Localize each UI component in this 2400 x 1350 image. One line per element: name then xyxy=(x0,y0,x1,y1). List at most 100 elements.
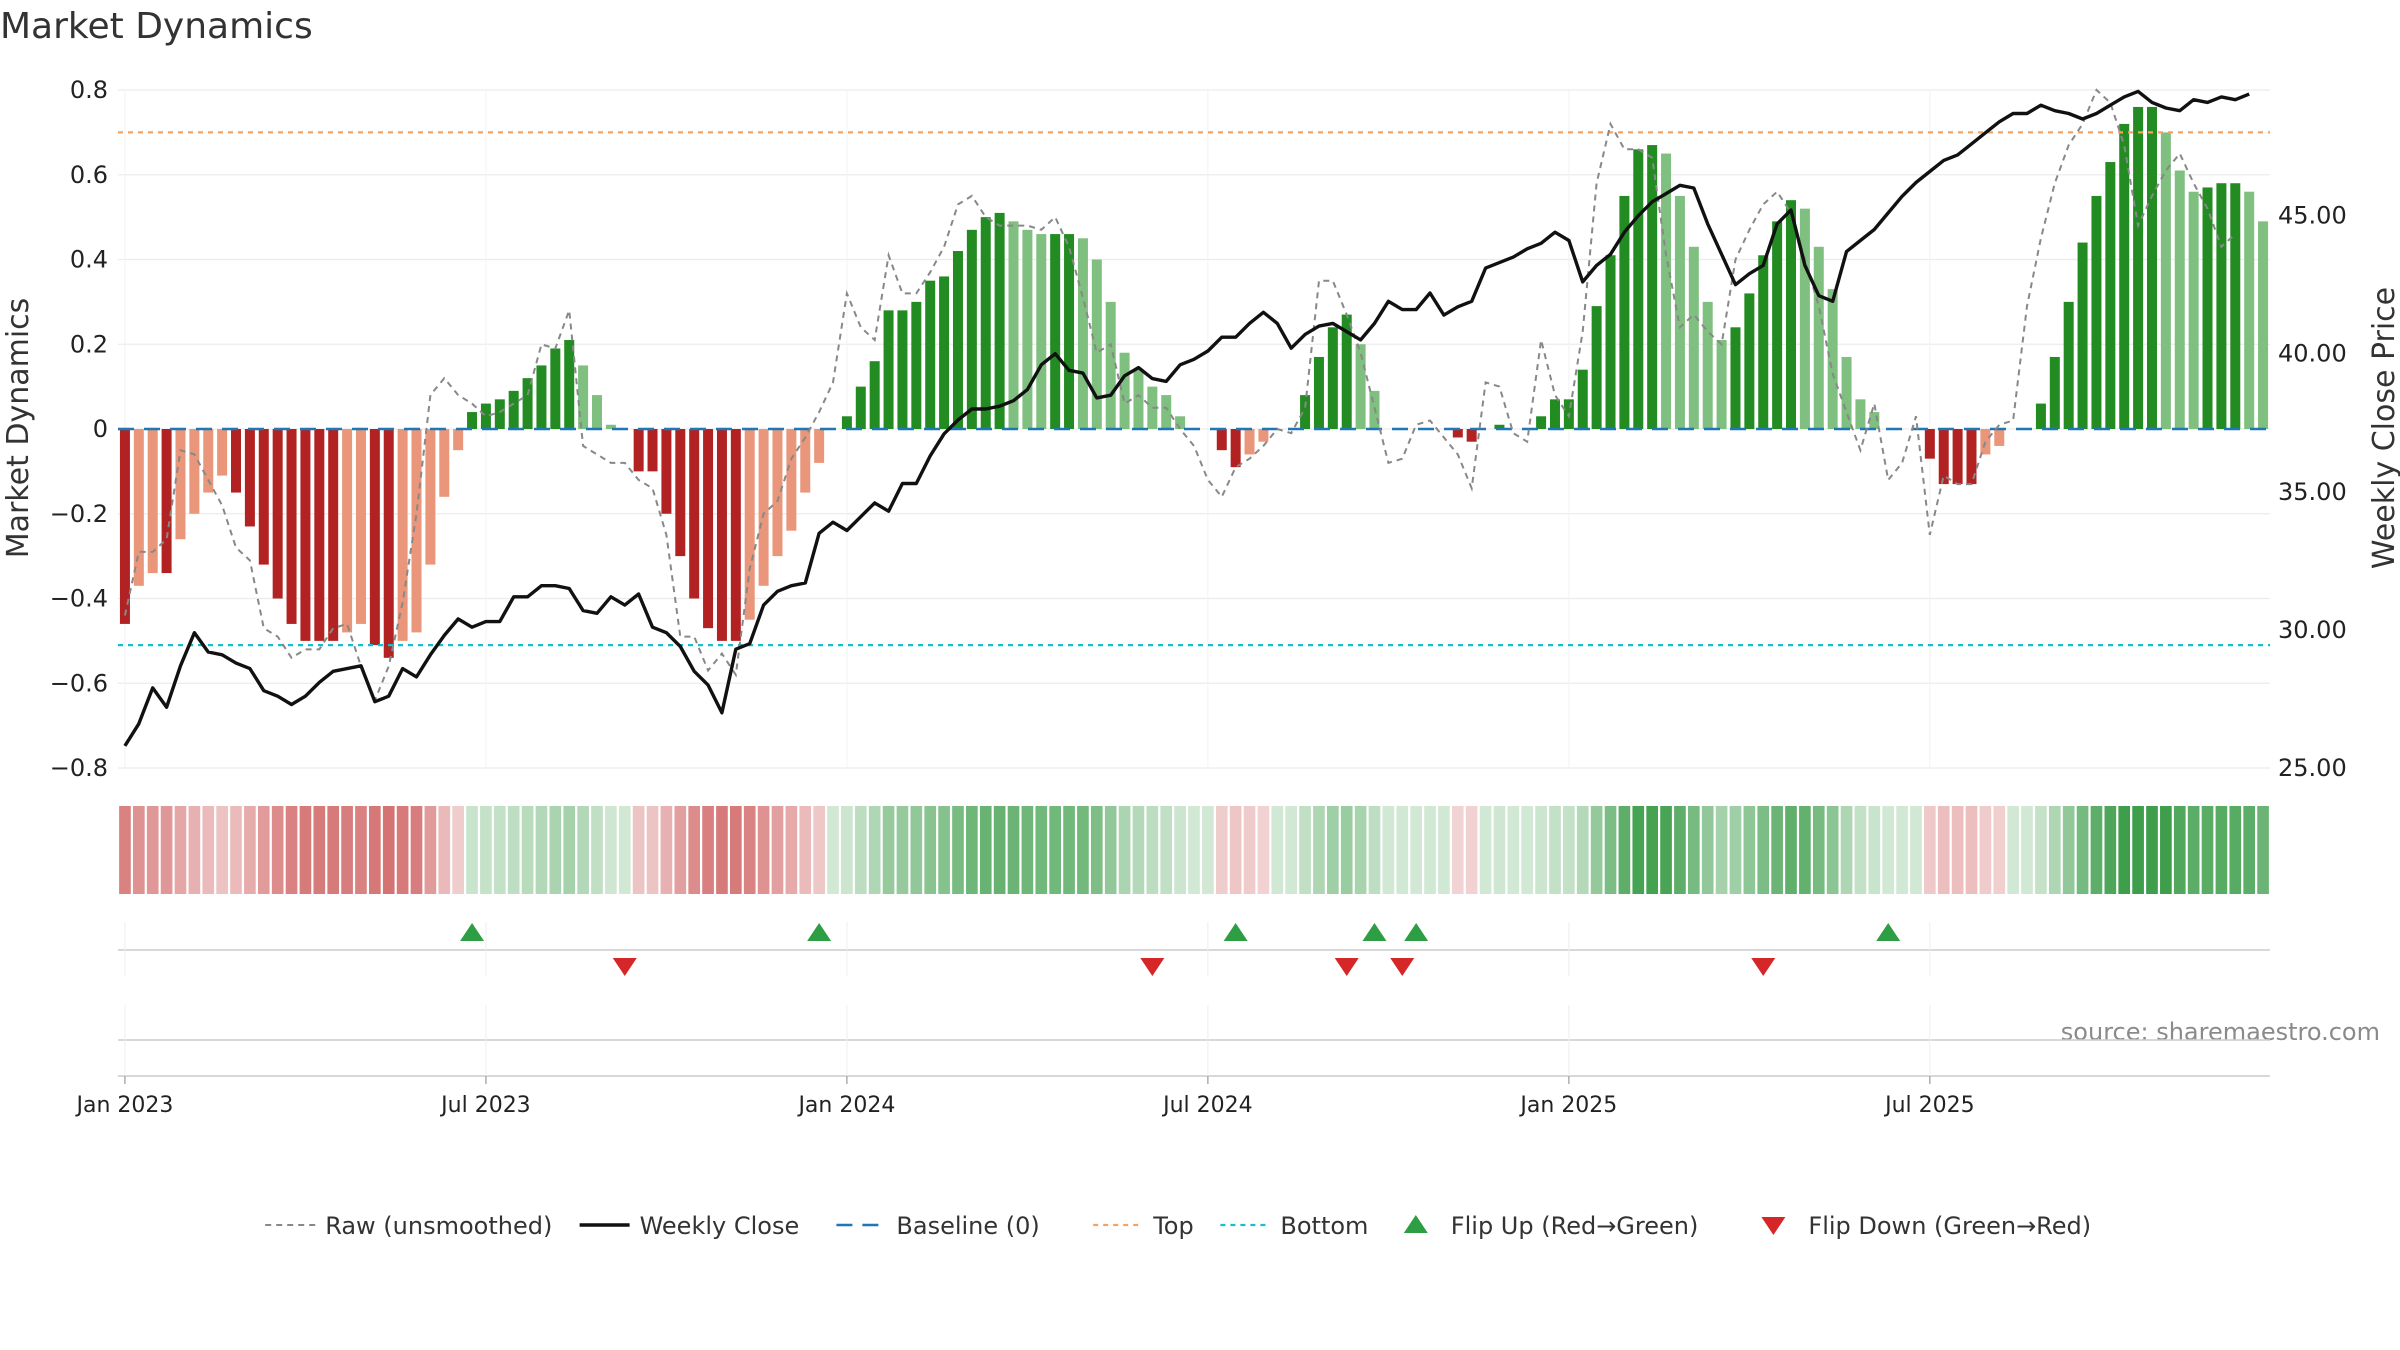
strip-cell-121 xyxy=(1799,806,1811,894)
strip-cell-120 xyxy=(1785,806,1797,894)
bar-30 xyxy=(536,365,547,429)
bar-87 xyxy=(1327,327,1338,429)
strip-cell-88 xyxy=(1340,806,1353,894)
bar-118 xyxy=(1758,255,1769,429)
strip-cell-144 xyxy=(2118,806,2131,894)
strip-cell-69 xyxy=(1077,806,1089,894)
bar-79 xyxy=(1216,429,1227,451)
strip-cell-124 xyxy=(1840,806,1853,894)
bar-132 xyxy=(1952,429,1963,485)
bar-21 xyxy=(411,429,422,633)
bar-66 xyxy=(1036,234,1047,429)
bar-114 xyxy=(1702,301,1713,429)
flip-down-marker-3 xyxy=(1390,958,1415,976)
y2-tick-label-3: 30.00 xyxy=(2278,616,2347,644)
flip-up-marker-5 xyxy=(1876,923,1901,941)
y2-tick-label-2: 35.00 xyxy=(2278,478,2347,506)
strip-cell-64 xyxy=(1007,806,1020,894)
strip-cell-65 xyxy=(1021,806,1034,894)
bar-18 xyxy=(369,429,380,646)
x-tick-label-3: Jul 2024 xyxy=(1161,1093,1253,1118)
bar-125 xyxy=(1855,399,1866,429)
bar-49 xyxy=(800,429,811,493)
strip-cell-80 xyxy=(1229,806,1242,894)
bar-59 xyxy=(939,276,950,429)
bar-14 xyxy=(314,429,325,641)
strip-cell-135 xyxy=(1993,806,2006,894)
bar-31 xyxy=(550,348,561,429)
strip-cell-81 xyxy=(1243,806,1256,894)
strip-cell-97 xyxy=(1465,806,1478,894)
strip-cell-145 xyxy=(2132,806,2144,894)
strip-cell-77 xyxy=(1188,806,1200,894)
strip-cell-9 xyxy=(244,806,256,894)
bar-102 xyxy=(1536,416,1547,429)
strip-cell-151 xyxy=(2215,806,2228,894)
strip-cell-132 xyxy=(1951,806,1964,894)
bar-122 xyxy=(1813,246,1824,429)
flip-down-marker-1 xyxy=(1140,958,1165,976)
strip-cell-66 xyxy=(1035,806,1048,894)
bar-106 xyxy=(1591,306,1602,429)
strip-cell-146 xyxy=(2146,806,2158,894)
strip-cell-131 xyxy=(1937,806,1950,894)
strip-cell-48 xyxy=(785,806,798,894)
strip-cell-103 xyxy=(1549,806,1561,894)
bar-150 xyxy=(2202,187,2213,429)
x-tick-label-1: Jul 2023 xyxy=(439,1093,531,1118)
bar-99 xyxy=(1494,424,1505,429)
bar-58 xyxy=(925,280,936,429)
bar-57 xyxy=(911,301,922,429)
strip-cell-23 xyxy=(438,806,451,894)
strip-cell-53 xyxy=(854,806,867,894)
strip-cell-46 xyxy=(757,806,770,894)
bar-4 xyxy=(175,429,186,540)
strip-cell-52 xyxy=(841,806,853,894)
bar-63 xyxy=(994,212,1005,429)
strip-cell-3 xyxy=(160,806,173,894)
bar-9 xyxy=(244,429,255,527)
bar-97 xyxy=(1466,429,1477,442)
strip-cell-33 xyxy=(577,806,589,894)
bar-117 xyxy=(1744,293,1755,429)
strip-cell-114 xyxy=(1701,806,1714,894)
strip-cell-25 xyxy=(466,806,478,894)
bar-23 xyxy=(439,429,450,497)
strip-cell-5 xyxy=(188,806,201,894)
strip-cell-90 xyxy=(1368,806,1381,894)
legend-label-bottom: Bottom xyxy=(1280,1212,1368,1240)
bar-108 xyxy=(1619,195,1630,429)
strip-cell-92 xyxy=(1396,806,1409,894)
bar-110 xyxy=(1647,145,1658,429)
bar-43 xyxy=(716,429,727,641)
bar-124 xyxy=(1841,356,1852,429)
weekly-close-series xyxy=(123,89,2250,747)
strip-cell-67 xyxy=(1049,806,1061,894)
strip-cell-93 xyxy=(1410,806,1422,894)
y-tick-label-2: 0.4 xyxy=(70,246,108,274)
bar-69 xyxy=(1077,238,1088,429)
strip-cell-21 xyxy=(410,806,423,894)
bar-50 xyxy=(814,429,825,463)
strip-cell-106 xyxy=(1590,806,1603,894)
bar-154 xyxy=(2258,221,2269,429)
strip-cell-31 xyxy=(549,806,562,894)
strip-cell-36 xyxy=(618,806,631,894)
bar-74 xyxy=(1147,386,1158,429)
bar-27 xyxy=(494,399,505,429)
strip-cell-10 xyxy=(257,806,270,894)
strip-cell-7 xyxy=(216,806,228,894)
strip-cell-89 xyxy=(1354,806,1367,894)
bar-96 xyxy=(1452,429,1463,438)
strip-cell-140 xyxy=(2062,806,2075,894)
strip-cell-76 xyxy=(1174,806,1186,894)
strip-cell-1 xyxy=(132,806,145,894)
x-tick-label-4: Jan 2025 xyxy=(1518,1093,1617,1118)
bar-70 xyxy=(1091,259,1102,429)
strip-cell-35 xyxy=(605,806,617,894)
bar-15 xyxy=(328,429,339,641)
bar-25 xyxy=(467,412,478,429)
bar-89 xyxy=(1355,344,1366,429)
legend: Raw (unsmoothed) Weekly Close Baseline (0)… xyxy=(265,1212,2091,1240)
strip-cell-16 xyxy=(341,806,353,894)
